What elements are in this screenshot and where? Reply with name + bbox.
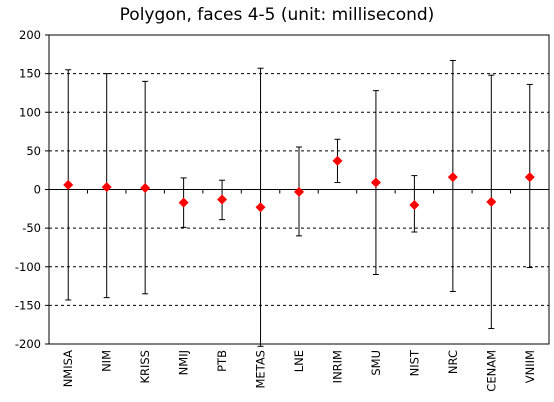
data-point-marker	[294, 186, 304, 197]
y-tick-label: 50	[26, 144, 41, 158]
data-point-marker	[332, 155, 343, 166]
y-tick-label: 100	[19, 105, 41, 119]
category-label: KRISS	[138, 350, 152, 384]
data-point-marker	[524, 172, 535, 183]
data-markers	[63, 155, 535, 213]
data-point-marker	[370, 177, 381, 188]
category-label: LNE	[292, 350, 306, 372]
error-bars	[65, 59, 533, 347]
category-label: NRC	[446, 350, 460, 374]
y-tick-label: -200	[15, 337, 41, 351]
category-label: METAS	[254, 350, 268, 389]
y-tick-label: -50	[22, 221, 41, 235]
x-axis: NMISA NIM KRISS NMIJ PTB METAS LNE INRIM SMU NIST…	[48, 189, 550, 392]
data-point-marker	[447, 172, 458, 183]
category-label: NIST	[407, 349, 421, 376]
y-tick-label: 150	[19, 67, 41, 81]
y-tick-label: -100	[15, 260, 41, 274]
data-point-marker	[63, 179, 74, 190]
category-label: CENAM	[484, 350, 498, 392]
category-label: INRIM	[330, 350, 344, 383]
data-point-marker	[178, 197, 189, 208]
data-point-marker	[409, 199, 420, 210]
y-tick-label: 0	[34, 183, 41, 197]
y-tick-label: 200	[19, 28, 41, 42]
y-tick-label: -150	[15, 298, 41, 312]
data-point-marker	[217, 194, 228, 205]
category-label: SMU	[369, 350, 383, 376]
category-label: NMISA	[61, 350, 75, 387]
category-label: VNIIM	[523, 350, 537, 383]
category-label: NIM	[100, 350, 114, 372]
data-point-marker	[486, 196, 497, 207]
category-label: NMIJ	[177, 350, 191, 375]
data-point-marker	[140, 182, 151, 193]
category-label: PTB	[215, 350, 229, 372]
chart-title: Polygon, faces 4-5 (unit: millisecond)	[120, 5, 435, 25]
y-axis: 200 150 100 50 0 -50 -100 -150 -200	[15, 28, 49, 351]
data-point-marker	[101, 182, 112, 193]
data-point-marker	[255, 202, 266, 213]
